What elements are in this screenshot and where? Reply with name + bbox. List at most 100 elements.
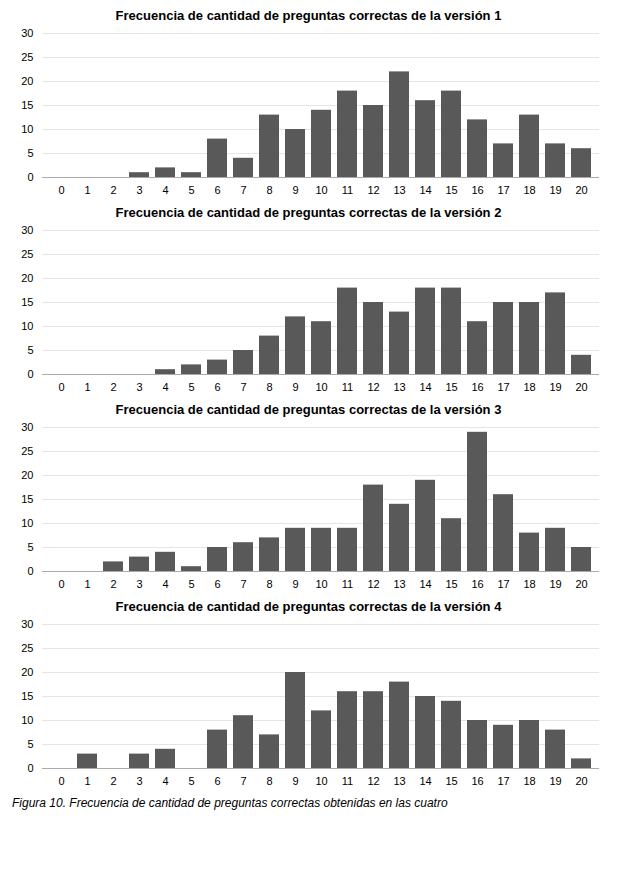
svg-text:15: 15 bbox=[21, 493, 33, 505]
svg-text:10: 10 bbox=[315, 381, 327, 393]
svg-text:0: 0 bbox=[58, 578, 64, 590]
svg-text:7: 7 bbox=[240, 775, 246, 787]
svg-text:20: 20 bbox=[575, 775, 587, 787]
svg-text:9: 9 bbox=[292, 578, 298, 590]
svg-text:11: 11 bbox=[342, 184, 353, 196]
svg-text:2: 2 bbox=[110, 184, 116, 196]
svg-text:11: 11 bbox=[342, 775, 353, 787]
svg-text:25: 25 bbox=[21, 642, 33, 654]
svg-text:0: 0 bbox=[27, 171, 33, 183]
svg-text:14: 14 bbox=[419, 184, 431, 196]
svg-text:0: 0 bbox=[58, 775, 64, 787]
svg-text:12: 12 bbox=[367, 775, 379, 787]
svg-text:13: 13 bbox=[393, 184, 405, 196]
svg-text:10: 10 bbox=[315, 775, 327, 787]
svg-text:20: 20 bbox=[575, 578, 587, 590]
svg-text:4: 4 bbox=[162, 775, 168, 787]
svg-text:3: 3 bbox=[136, 578, 142, 590]
svg-text:25: 25 bbox=[21, 51, 33, 63]
svg-text:5: 5 bbox=[27, 738, 33, 750]
svg-text:5: 5 bbox=[188, 381, 194, 393]
svg-text:9: 9 bbox=[292, 381, 298, 393]
svg-text:16: 16 bbox=[471, 775, 483, 787]
svg-text:16: 16 bbox=[471, 578, 483, 590]
svg-text:5: 5 bbox=[188, 184, 194, 196]
svg-text:1: 1 bbox=[84, 578, 90, 590]
svg-text:3: 3 bbox=[136, 381, 142, 393]
svg-text:8: 8 bbox=[266, 184, 272, 196]
svg-text:4: 4 bbox=[162, 381, 168, 393]
svg-text:8: 8 bbox=[266, 578, 272, 590]
svg-text:13: 13 bbox=[393, 381, 405, 393]
svg-text:6: 6 bbox=[214, 184, 220, 196]
svg-text:25: 25 bbox=[21, 248, 33, 260]
svg-text:13: 13 bbox=[393, 578, 405, 590]
svg-text:15: 15 bbox=[21, 296, 33, 308]
svg-text:5: 5 bbox=[188, 775, 194, 787]
svg-text:2: 2 bbox=[110, 775, 116, 787]
svg-text:17: 17 bbox=[497, 184, 509, 196]
svg-text:16: 16 bbox=[471, 184, 483, 196]
svg-text:30: 30 bbox=[21, 618, 33, 630]
svg-text:25: 25 bbox=[21, 445, 33, 457]
svg-text:19: 19 bbox=[549, 775, 561, 787]
svg-text:12: 12 bbox=[367, 578, 379, 590]
svg-text:13: 13 bbox=[393, 775, 405, 787]
svg-text:4: 4 bbox=[162, 184, 168, 196]
svg-text:30: 30 bbox=[21, 421, 33, 433]
svg-text:20: 20 bbox=[575, 184, 587, 196]
svg-text:3: 3 bbox=[136, 184, 142, 196]
svg-text:5: 5 bbox=[27, 541, 33, 553]
svg-text:12: 12 bbox=[367, 381, 379, 393]
svg-text:2: 2 bbox=[110, 578, 116, 590]
svg-text:8: 8 bbox=[266, 775, 272, 787]
svg-text:15: 15 bbox=[445, 381, 457, 393]
svg-text:15: 15 bbox=[445, 775, 457, 787]
svg-text:19: 19 bbox=[549, 578, 561, 590]
svg-text:18: 18 bbox=[523, 184, 535, 196]
svg-text:17: 17 bbox=[497, 775, 509, 787]
svg-text:0: 0 bbox=[27, 762, 33, 774]
svg-text:5: 5 bbox=[27, 147, 33, 159]
svg-text:12: 12 bbox=[367, 184, 379, 196]
svg-text:8: 8 bbox=[266, 381, 272, 393]
svg-text:5: 5 bbox=[188, 578, 194, 590]
svg-text:3: 3 bbox=[136, 775, 142, 787]
svg-text:6: 6 bbox=[214, 578, 220, 590]
svg-text:20: 20 bbox=[21, 469, 33, 481]
svg-text:19: 19 bbox=[549, 184, 561, 196]
svg-text:7: 7 bbox=[240, 578, 246, 590]
svg-text:18: 18 bbox=[523, 578, 535, 590]
svg-text:7: 7 bbox=[240, 381, 246, 393]
svg-text:17: 17 bbox=[497, 578, 509, 590]
svg-text:0: 0 bbox=[27, 368, 33, 380]
svg-text:0: 0 bbox=[58, 381, 64, 393]
svg-text:0: 0 bbox=[27, 565, 33, 577]
svg-text:10: 10 bbox=[315, 578, 327, 590]
svg-text:7: 7 bbox=[240, 184, 246, 196]
svg-text:1: 1 bbox=[84, 184, 90, 196]
svg-text:4: 4 bbox=[162, 578, 168, 590]
svg-text:11: 11 bbox=[342, 578, 353, 590]
svg-text:10: 10 bbox=[21, 517, 33, 529]
svg-text:20: 20 bbox=[21, 272, 33, 284]
svg-text:9: 9 bbox=[292, 775, 298, 787]
svg-text:15: 15 bbox=[21, 690, 33, 702]
svg-text:1: 1 bbox=[84, 775, 90, 787]
svg-text:20: 20 bbox=[21, 666, 33, 678]
svg-text:14: 14 bbox=[419, 381, 431, 393]
svg-text:15: 15 bbox=[445, 184, 457, 196]
svg-text:11: 11 bbox=[342, 381, 353, 393]
svg-text:14: 14 bbox=[419, 578, 431, 590]
svg-text:15: 15 bbox=[445, 578, 457, 590]
svg-text:20: 20 bbox=[21, 75, 33, 87]
svg-text:30: 30 bbox=[21, 224, 33, 236]
svg-text:20: 20 bbox=[575, 381, 587, 393]
svg-text:10: 10 bbox=[21, 320, 33, 332]
svg-text:16: 16 bbox=[471, 381, 483, 393]
svg-text:10: 10 bbox=[21, 123, 33, 135]
svg-text:6: 6 bbox=[214, 381, 220, 393]
svg-text:18: 18 bbox=[523, 381, 535, 393]
svg-text:19: 19 bbox=[549, 381, 561, 393]
svg-text:2: 2 bbox=[110, 381, 116, 393]
